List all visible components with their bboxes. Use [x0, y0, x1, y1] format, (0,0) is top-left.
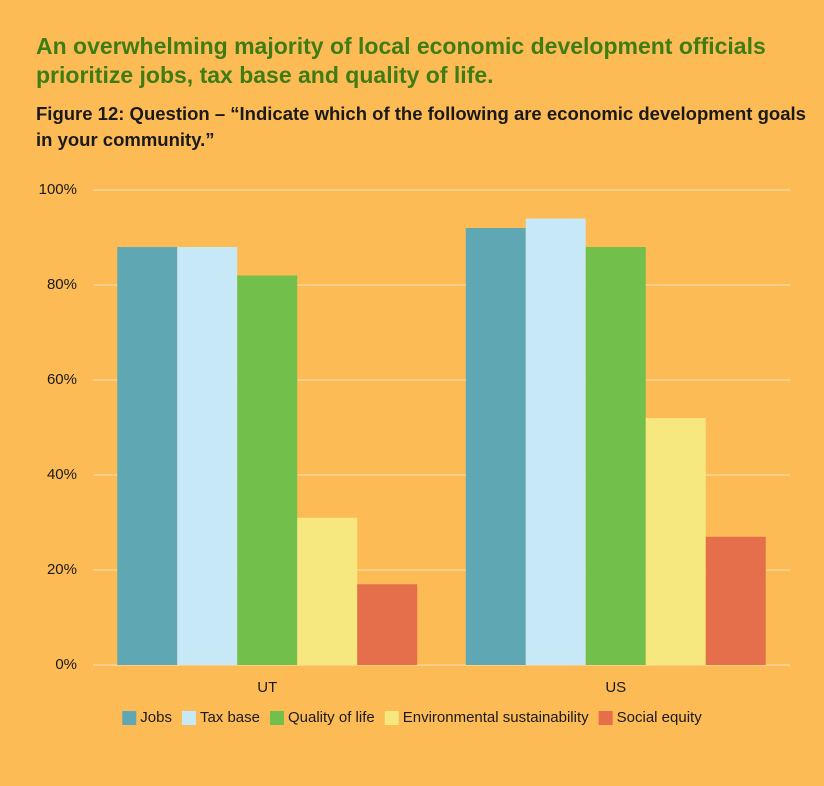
x-tick-label: US [605, 679, 626, 696]
legend-label: Quality of life [288, 709, 375, 726]
y-tick-label: 80% [47, 276, 77, 293]
bar [117, 247, 178, 665]
bar [705, 536, 766, 665]
bar [237, 275, 298, 665]
y-tick-label: 20% [47, 561, 77, 578]
legend-swatch [598, 711, 613, 725]
x-tick-label: UT [257, 679, 277, 696]
bar [357, 584, 418, 665]
chart-subtitle: Figure 12: Question – “Indicate which of… [36, 103, 806, 150]
y-tick-label: 0% [55, 656, 77, 673]
y-tick-label: 40% [47, 466, 77, 483]
bar [465, 228, 526, 665]
legend-label: Jobs [140, 709, 172, 726]
y-tick-label: 60% [47, 371, 77, 388]
chart-title: An overwhelming majority of local econom… [36, 33, 766, 88]
legend-label: Social equity [617, 709, 703, 726]
bar [177, 247, 238, 665]
legend-label: Environmental sustainability [403, 709, 589, 726]
y-tick-label: 100% [39, 181, 77, 198]
legend-swatch [122, 711, 137, 725]
legend-swatch [181, 711, 196, 725]
bar [585, 247, 646, 665]
bar [645, 418, 706, 665]
bar [525, 218, 586, 665]
legend-label: Tax base [200, 709, 260, 726]
legend-swatch [270, 711, 285, 725]
bar [297, 517, 358, 665]
legend-swatch [384, 711, 399, 725]
